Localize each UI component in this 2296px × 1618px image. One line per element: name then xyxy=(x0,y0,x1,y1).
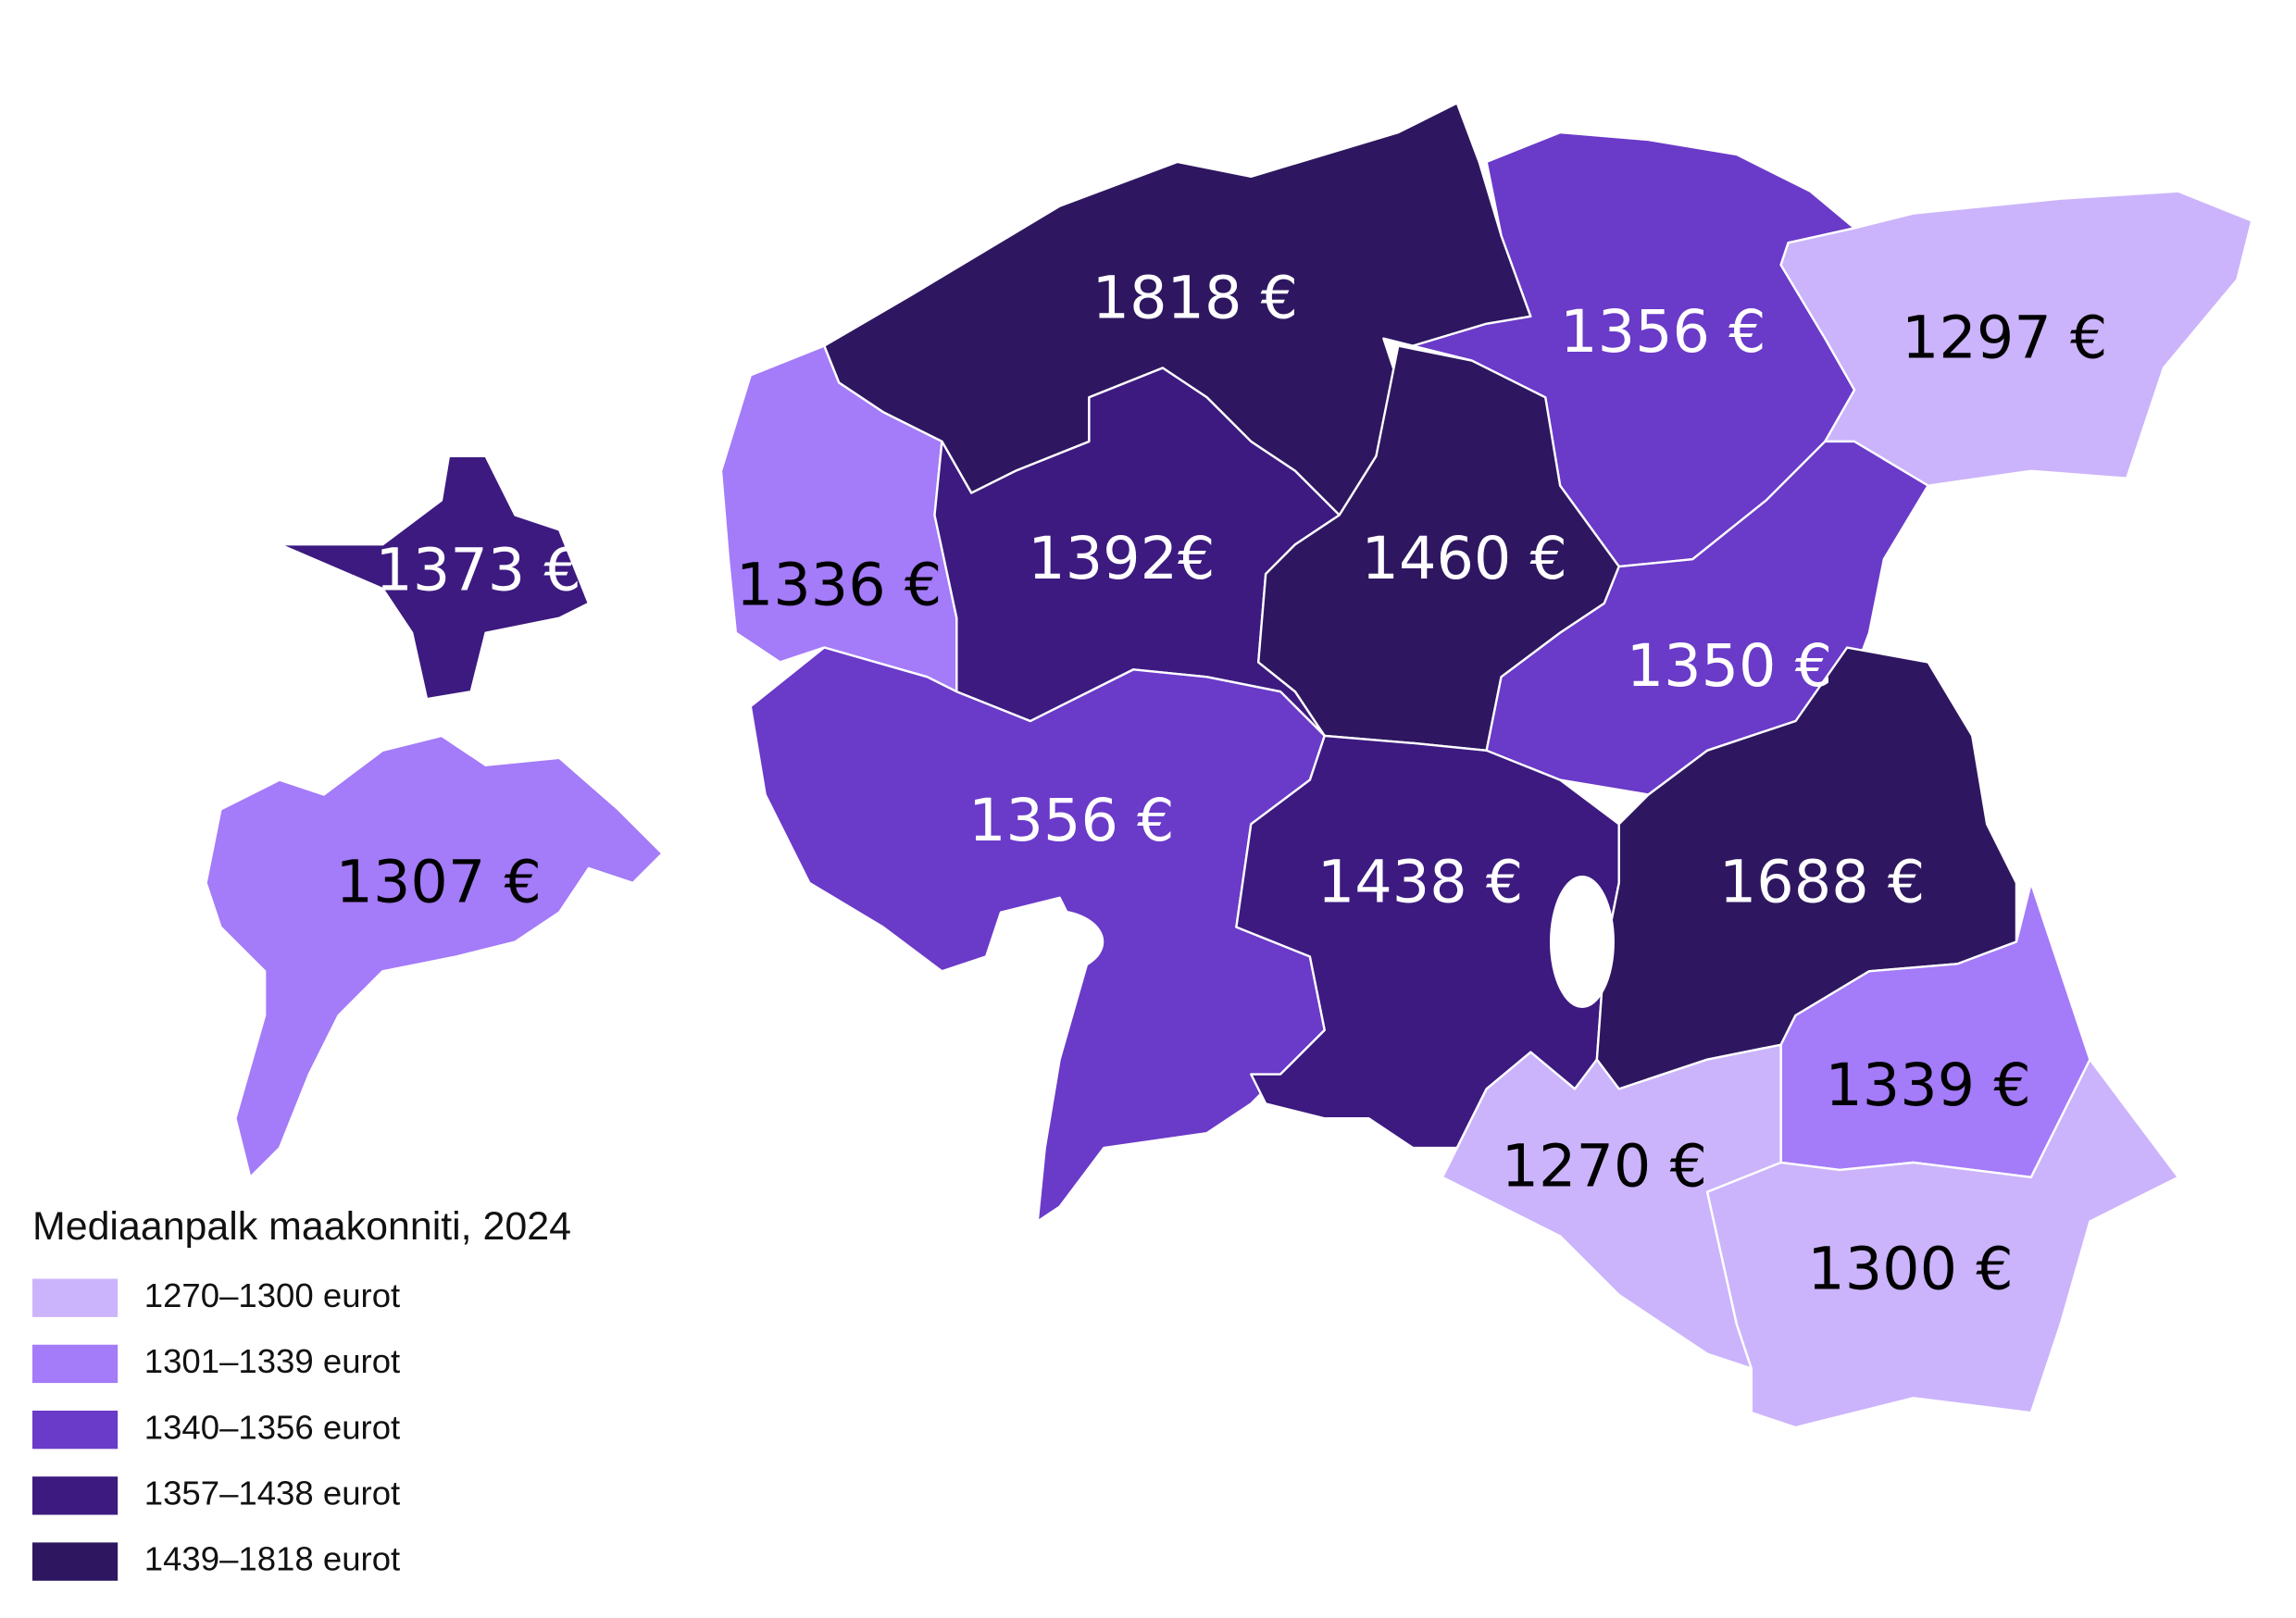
region-label: 1297 € xyxy=(1902,303,2107,371)
region-shape xyxy=(1705,1058,2180,1429)
legend-swatch xyxy=(31,1542,119,1581)
region-label: 1356 € xyxy=(1560,297,1766,366)
region-label: 1307 € xyxy=(336,848,542,916)
region-label: 1270 € xyxy=(1502,1131,1707,1200)
region-label: 1392€ xyxy=(1028,524,1215,592)
legend-title: Mediaanpalk maakonniti, 2024 xyxy=(32,1204,571,1249)
region-shape xyxy=(1235,734,1620,1150)
region-label: 1688 € xyxy=(1719,848,1925,916)
region-shape xyxy=(278,454,591,701)
legend-label: 1357–1438 eurot xyxy=(144,1475,400,1512)
bay xyxy=(1001,909,1104,975)
region-shape xyxy=(1779,190,2253,487)
region-shape xyxy=(749,646,1326,1223)
lake xyxy=(1550,875,1615,1009)
region-label: 1336 € xyxy=(736,551,942,619)
legend-swatch xyxy=(31,1410,119,1450)
legend-swatch xyxy=(31,1344,119,1384)
legend-label: 1439–1818 eurot xyxy=(144,1540,400,1578)
regions xyxy=(205,102,2253,1429)
region-label: 1350 € xyxy=(1627,631,1832,700)
region-label: 1300 € xyxy=(1807,1235,2013,1303)
region-label: 1438 € xyxy=(1317,848,1523,916)
region-label: 1818 € xyxy=(1092,264,1298,332)
region-label: 1460 € xyxy=(1362,524,1567,592)
region-label: 1356 € xyxy=(968,786,1174,854)
legend-swatch xyxy=(31,1278,119,1317)
legend-label: 1301–1339 eurot xyxy=(144,1342,400,1380)
legend: Mediaanpalk maakonniti, 2024 1270–1300 e… xyxy=(31,1204,571,1581)
region-shape xyxy=(205,734,664,1179)
legend-label: 1270–1300 eurot xyxy=(144,1276,400,1314)
region-label: 1339 € xyxy=(1825,1051,2030,1119)
region-labels: 1818 € 1356 € 1297 € 1373 € 1336 € 1392€… xyxy=(336,264,2108,1303)
region-label: 1373 € xyxy=(375,536,580,604)
legend-label: 1340–1356 eurot xyxy=(144,1408,400,1446)
legend-swatch xyxy=(31,1476,119,1515)
